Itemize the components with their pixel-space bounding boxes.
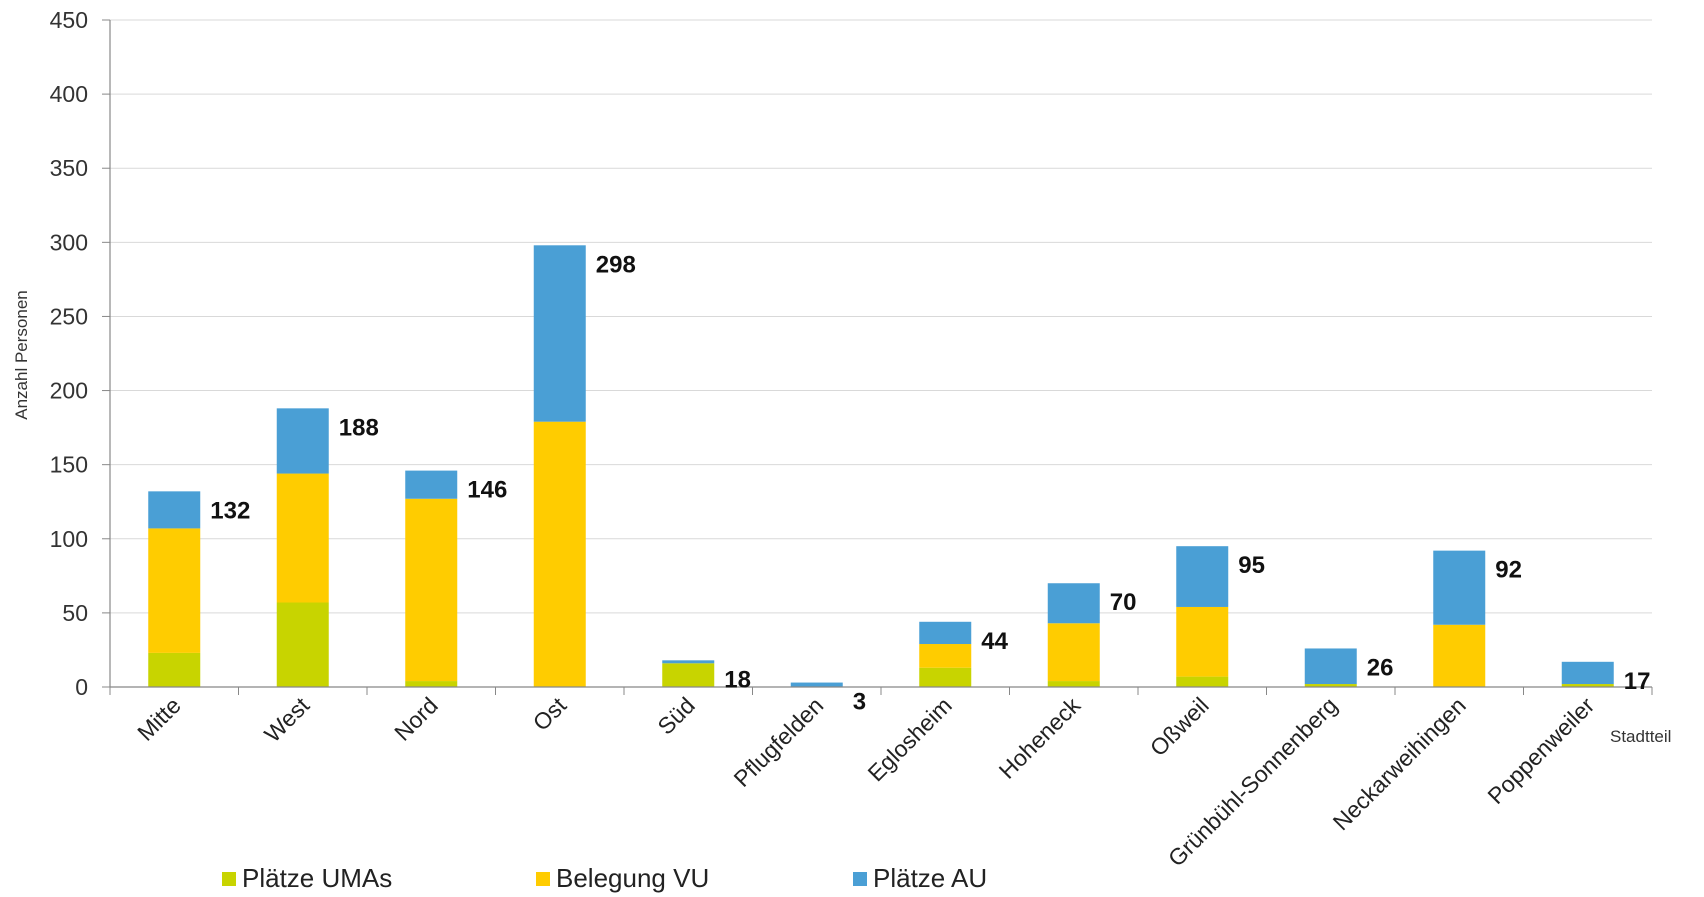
bar-segment-2 [533,421,586,687]
bar-segment-3 [1304,648,1357,685]
legend: Plätze UMAs Belegung VU Plätze AU [222,863,987,893]
x-axis-category-labels: Mitte West Nord Ost Süd Pflugfelden Eglosheim H… [132,692,1599,872]
x-category-label: Nord [389,692,443,746]
total-label: 26 [1367,654,1394,681]
x-category-label: Hoheneck [994,692,1086,784]
y-tick-label: 400 [50,81,88,107]
total-label: 298 [596,251,636,278]
bar-segment-1 [276,602,329,687]
bar-segment-1 [1047,681,1100,687]
x-category-label: Pflugfelden [729,692,829,792]
legend-label: Plätze AU [873,863,987,893]
y-tick-label: 200 [50,378,88,404]
total-label: 92 [1495,557,1522,584]
bar-segment-1 [1304,684,1357,687]
bar-segment-1 [662,663,715,687]
total-label: 17 [1624,668,1651,695]
y-tick-label: 350 [50,155,88,181]
total-label: 95 [1238,552,1265,579]
bar-segment-3 [790,682,843,687]
bar-segment-2 [1176,606,1229,677]
bar-segment-1 [405,681,458,687]
x-category-label: Süd [652,692,699,739]
total-label: 188 [339,414,379,441]
bar-segment-2 [276,473,329,603]
total-label: 18 [724,666,751,693]
x-category-label: West [259,692,315,748]
bar-segment-2 [1433,624,1486,687]
total-label: 132 [210,497,250,524]
bar-segment-2 [1047,623,1100,682]
bar-segment-3 [919,621,972,645]
y-tick-label: 300 [50,229,88,255]
bar-segment-2 [919,644,972,668]
bar-segment-1 [1176,676,1229,687]
x-category-label: Mitte [132,692,186,746]
total-label: 70 [1110,589,1137,616]
bar-segment-3 [1047,583,1100,624]
gridlines [110,19,1652,614]
bar-segment-3 [1561,661,1614,685]
legend-swatch [853,872,867,886]
bar-segment-3 [405,470,458,499]
total-labels: 132 188 146 298 18 3 44 70 95 26 92 17 [210,251,1650,715]
bar-segment-3 [533,245,586,422]
bar-segment-3 [276,408,329,474]
total-label: 146 [467,477,507,504]
bar-segment-1 [1561,684,1614,687]
x-category-label: Poppenweiler [1482,692,1599,809]
y-tick-label: 100 [50,526,88,552]
y-tick-label: 150 [50,452,88,478]
bar-segment-1 [148,652,201,687]
bar-segment-2 [405,498,458,682]
y-tick-label: 450 [50,7,88,33]
x-category-label: Eglosheim [862,692,956,786]
y-axis-ticks: 0 50 100 150 200 250 300 350 400 450 [50,7,110,700]
total-label: 3 [853,689,866,716]
legend-label: Plätze UMAs [242,863,392,893]
x-category-label: Neckarweihingen [1328,692,1471,835]
legend-label: Belegung VU [556,863,709,893]
bar-segment-2 [148,528,201,653]
legend-swatch [222,872,236,886]
bar-segment-3 [662,660,715,664]
bar-segment-3 [1433,550,1486,625]
bar-segment-3 [1176,546,1229,607]
legend-swatch [536,872,550,886]
total-label: 44 [981,628,1008,655]
x-axis [109,20,1653,695]
y-tick-label: 250 [50,303,88,329]
bars [148,245,1614,687]
bar-segment-3 [148,491,201,529]
y-tick-label: 50 [62,600,88,626]
x-category-label: Ost [528,692,572,736]
y-tick-label: 0 [75,674,88,700]
y-axis-title: Anzahl Personen [12,290,31,419]
bar-segment-1 [919,667,972,687]
x-axis-title: Stadtteil [1610,727,1671,746]
x-category-label: Oßweil [1145,692,1214,761]
